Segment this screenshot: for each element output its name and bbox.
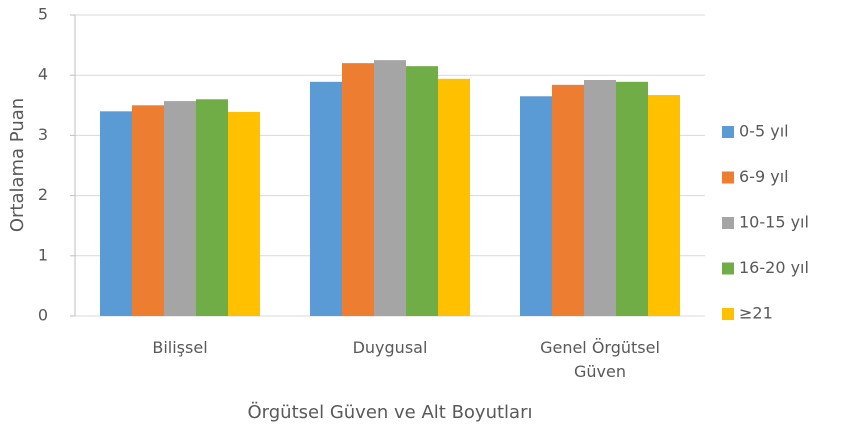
bar <box>406 66 438 316</box>
y-tick-label: 4 <box>38 65 48 84</box>
x-tick-label: Genel Örgütsel Güven <box>540 338 660 381</box>
legend-swatch <box>722 171 734 184</box>
legend-label: 16-20 yıl <box>739 258 809 277</box>
bar <box>196 99 228 316</box>
y-axis-title: Ortalama Puan <box>7 98 28 232</box>
y-tick-label: 0 <box>38 306 48 325</box>
legend-swatch <box>722 308 734 320</box>
bar <box>584 80 616 317</box>
bar <box>616 81 648 317</box>
bar <box>164 101 196 316</box>
x-tick-label: Duygusal <box>352 338 428 357</box>
bar <box>552 84 584 316</box>
bar <box>648 95 680 316</box>
bar <box>520 96 552 317</box>
legend-swatch <box>722 126 734 138</box>
x-axis-title: Örgütsel Güven ve Alt Boyutları <box>248 401 533 423</box>
bar <box>228 111 260 316</box>
legend-swatch <box>722 262 734 275</box>
bar <box>342 63 374 316</box>
bar <box>438 78 470 316</box>
x-tick-label: Bilişsel <box>152 338 208 357</box>
legend-label: 0-5 yıl <box>739 122 789 141</box>
legend-label: 10-15 yıl <box>739 213 809 232</box>
bar <box>100 111 132 316</box>
bar <box>310 81 342 317</box>
legend-swatch <box>722 217 734 229</box>
y-tick-label: 5 <box>38 5 48 24</box>
y-tick-label: 2 <box>38 185 48 204</box>
y-tick-label: 1 <box>38 245 48 264</box>
legend-label: 6-9 yıl <box>739 167 789 186</box>
y-tick-label: 3 <box>38 125 48 144</box>
bar <box>374 60 406 317</box>
bar <box>132 105 164 316</box>
legend-label: ≥21 <box>739 304 773 323</box>
